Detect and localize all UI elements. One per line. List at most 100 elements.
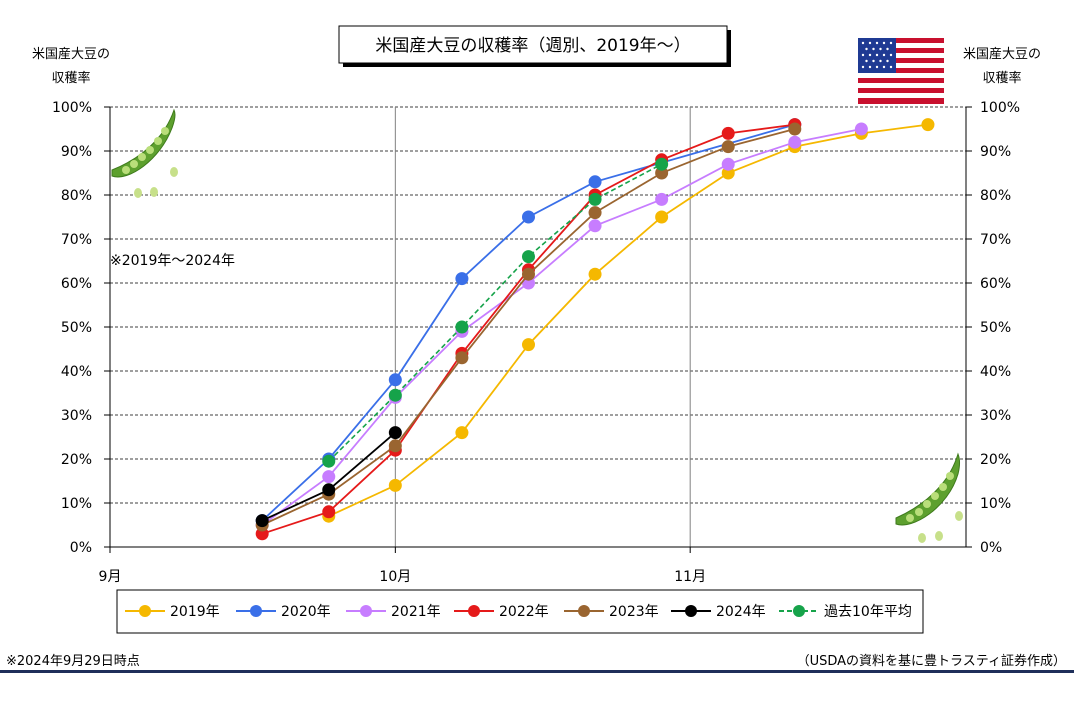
x-tick-label: 9月 xyxy=(99,569,122,585)
data-point xyxy=(322,470,336,484)
data-point xyxy=(588,267,602,281)
chart-title-box: 米国産大豆の収穫率（週別、2019年～） xyxy=(338,25,731,67)
data-point xyxy=(388,478,402,492)
x-tick-label: 10月 xyxy=(379,569,411,585)
data-point xyxy=(721,157,735,171)
footer-date-note: ※2024年9月29日時点 xyxy=(6,654,140,669)
period-note: ※2019年～2024年 xyxy=(110,253,235,269)
data-point xyxy=(455,426,469,440)
legend-item: 2023年 xyxy=(564,604,659,620)
legend-label: 2023年 xyxy=(609,604,659,620)
legend-label: 2022年 xyxy=(499,604,549,620)
legend-item: 2024年 xyxy=(671,604,766,620)
legend-marker xyxy=(360,605,372,617)
us-flag-icon xyxy=(858,38,944,104)
left-axis-label-line1: 米国産大豆の xyxy=(32,46,110,62)
data-point xyxy=(388,373,402,387)
y-tick-label-left: 100% xyxy=(52,100,92,116)
y-tick-label-left: 20% xyxy=(61,452,92,468)
grid-layer xyxy=(110,106,966,547)
data-point xyxy=(388,426,402,440)
series-line xyxy=(328,123,929,518)
legend-marker xyxy=(468,605,480,617)
y-tick-label-left: 60% xyxy=(61,276,92,292)
y-tick-label-right: 100% xyxy=(980,100,1020,116)
x-tick-label: 11月 xyxy=(674,569,706,585)
data-point xyxy=(455,272,469,286)
series-line xyxy=(328,163,663,462)
data-point xyxy=(322,483,336,497)
right-axis-label-line1: 米国産大豆の xyxy=(963,46,1041,62)
series-layer xyxy=(255,118,935,541)
y-tick-label-right: 20% xyxy=(980,452,1011,468)
y-tick-label-right: 80% xyxy=(980,188,1011,204)
legend-item: 2020年 xyxy=(236,604,331,620)
series-line xyxy=(261,128,862,526)
legend-marker xyxy=(793,605,805,617)
data-point xyxy=(588,219,602,233)
y-tick-label-right: 50% xyxy=(980,320,1011,336)
legend-marker xyxy=(139,605,151,617)
legend-marker xyxy=(685,605,697,617)
series-line xyxy=(261,123,795,535)
data-point xyxy=(721,140,735,154)
legend-marker xyxy=(578,605,590,617)
legend-label: 過去10年平均 xyxy=(824,604,912,620)
axis-layer: 0% 0% 10% 10% 20% 20% 30% 30% 40% 40% 50% 50% 60% 60%… xyxy=(52,100,1020,585)
legend-label: 2021年 xyxy=(391,604,441,620)
data-point xyxy=(588,175,602,189)
data-point xyxy=(788,135,802,149)
y-tick-label-left: 0% xyxy=(70,540,92,556)
legend-marker xyxy=(250,605,262,617)
y-tick-label-right: 70% xyxy=(980,232,1011,248)
y-tick-label-right: 60% xyxy=(980,276,1011,292)
footer-rule xyxy=(0,670,1074,673)
y-tick-label-right: 30% xyxy=(980,408,1011,424)
y-tick-label-left: 10% xyxy=(61,496,92,512)
data-point xyxy=(521,250,535,264)
y-tick-label-left: 80% xyxy=(61,188,92,204)
legend-label: 2020年 xyxy=(281,604,331,620)
data-point xyxy=(854,122,868,136)
y-tick-label-left: 50% xyxy=(61,320,92,336)
legend-label: 2019年 xyxy=(170,604,220,620)
data-point xyxy=(521,210,535,224)
y-tick-label-right: 40% xyxy=(980,364,1011,380)
pea-pod-icon xyxy=(895,452,963,543)
footer-source: （USDAの資料を基に豊トラスティ証券作成） xyxy=(797,653,1066,669)
data-point xyxy=(588,206,602,220)
data-point xyxy=(655,192,669,206)
data-point xyxy=(322,454,336,468)
legend-label: 2024年 xyxy=(716,604,766,620)
y-tick-label-left: 30% xyxy=(61,408,92,424)
y-tick-label-right: 10% xyxy=(980,496,1011,512)
series-2019年 xyxy=(322,118,935,523)
right-axis-label-line2: 収穫率 xyxy=(982,70,1021,86)
y-tick-label-left: 90% xyxy=(61,144,92,160)
data-point xyxy=(655,157,669,171)
data-point xyxy=(255,514,269,528)
left-axis-label-line2: 収穫率 xyxy=(51,70,90,86)
data-point xyxy=(655,210,669,224)
legend-item: 2022年 xyxy=(454,604,549,620)
series-2024年 xyxy=(255,426,402,528)
data-point xyxy=(455,320,469,334)
legend-item: 2019年 xyxy=(125,604,220,620)
chart-title: 米国産大豆の収穫率（週別、2019年～） xyxy=(375,36,690,56)
data-point xyxy=(388,439,402,453)
data-point xyxy=(788,122,802,136)
legend: 2019年 2020年 2021年 2022年 2023年 2024年 過去10年平均 xyxy=(125,604,912,620)
series-2022年 xyxy=(255,118,802,541)
legend-item: 過去10年平均 xyxy=(779,604,912,620)
data-point xyxy=(388,388,402,402)
y-tick-label-right: 90% xyxy=(980,144,1011,160)
data-point xyxy=(322,505,336,519)
series-過去10年平均 xyxy=(322,157,669,468)
legend-item: 2021年 xyxy=(346,604,441,620)
pea-pod-icon xyxy=(111,108,178,198)
y-tick-label-left: 40% xyxy=(61,364,92,380)
data-point xyxy=(455,351,469,365)
data-point xyxy=(921,118,935,132)
